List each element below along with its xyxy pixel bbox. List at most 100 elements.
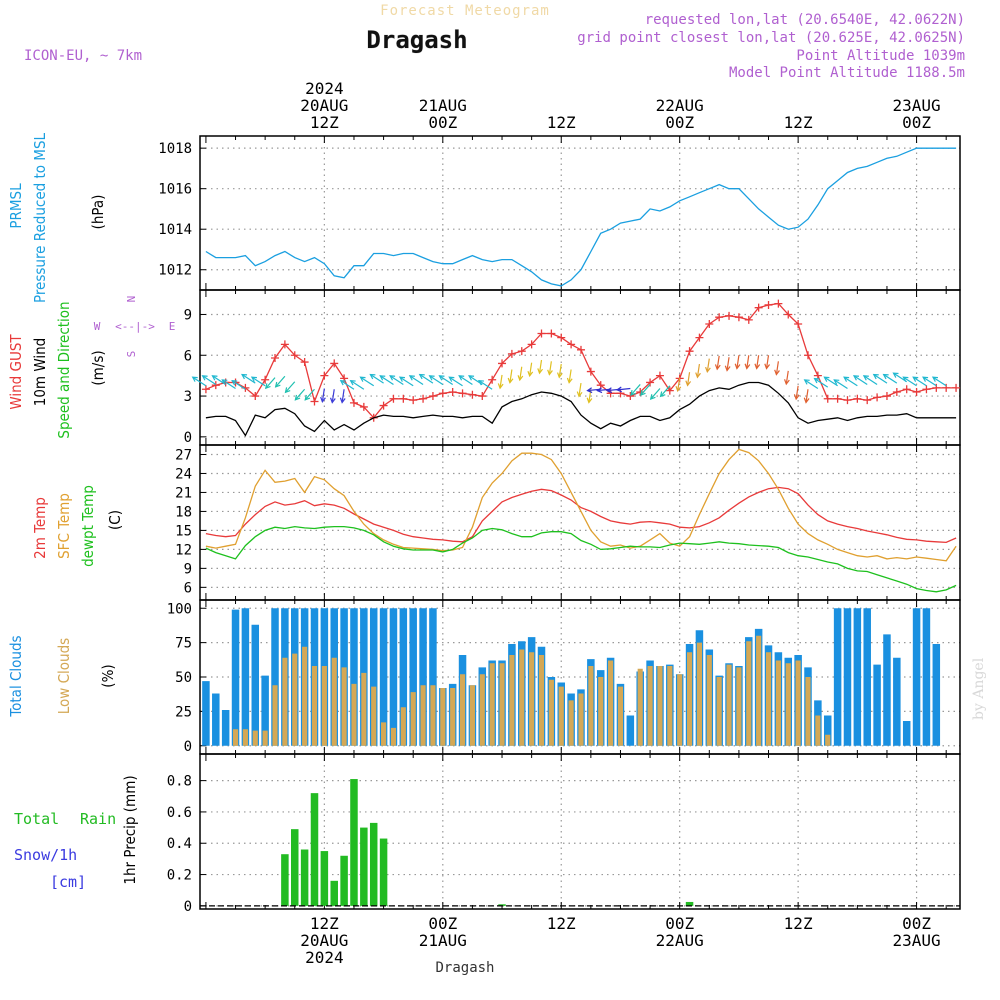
gust-marker [567, 340, 576, 349]
wind-direction-arrow [529, 362, 533, 376]
wind-arrow-head [586, 387, 593, 394]
wind-arrow-head [912, 376, 919, 382]
wind-arrow-head [744, 363, 751, 370]
gust-marker [349, 398, 358, 407]
gust-marker [359, 402, 368, 411]
low-cloud-bar [282, 657, 288, 746]
wind-direction-arrow [873, 374, 888, 384]
y-tick-label: 1018 [158, 141, 192, 157]
time-label-bottom: 00Z [428, 914, 457, 933]
wind-direction-arrow [696, 363, 701, 378]
gust-marker [744, 315, 753, 324]
low-cloud-bar [410, 692, 416, 746]
wind-direction-arrow [677, 377, 681, 391]
low-cloud-bar [390, 727, 397, 746]
time-label-bottom: 20AUG [300, 931, 348, 950]
wind-arrow-head [477, 379, 484, 386]
wind-arrow-head [379, 375, 386, 381]
gust-marker [537, 329, 546, 338]
gust-marker [892, 387, 901, 396]
wind-arrow-head [685, 380, 692, 387]
wind-arrow-head [852, 375, 860, 381]
low-cloud-bar [440, 688, 446, 746]
wind-arrow-head [274, 381, 281, 388]
rain-bar [498, 904, 506, 906]
wind-direction-arrow [686, 372, 691, 386]
gust-marker [586, 367, 595, 376]
wind-direction-arrow [548, 361, 552, 375]
wind-arrow-head [408, 375, 415, 381]
wind-arrow-head [764, 363, 771, 370]
low-cloud-bar [302, 646, 308, 746]
wind-arrow-head [675, 385, 682, 393]
gust-marker [389, 394, 398, 403]
low-cloud-bar [489, 663, 495, 746]
time-label-bottom: 23AUG [892, 931, 940, 950]
low-cloud-bar [371, 686, 377, 746]
model-label: ICON-EU, ~ 7km [24, 48, 142, 64]
wind-direction-arrow [706, 358, 710, 372]
low-cloud-bar [568, 700, 574, 746]
rain-bar [379, 838, 388, 906]
wind-arrow-head [241, 373, 248, 380]
total-cloud-bar [626, 715, 635, 746]
gust-marker [715, 313, 724, 322]
total-cloud-bar [823, 715, 832, 746]
wind-direction-arrow [558, 363, 562, 378]
gust-marker [882, 392, 891, 401]
low-cloud-bar [459, 674, 466, 746]
y-tick-label: 1016 [158, 182, 192, 198]
low-cloud-bar [726, 664, 732, 746]
wind-direction-arrow [804, 379, 819, 390]
low-cloud-bar [361, 672, 367, 746]
wind-direction-arrow [275, 375, 286, 388]
ylabel-cm: [cm] [50, 873, 86, 891]
wind-direction-arrow [883, 374, 898, 384]
total-cloud-bar [399, 608, 408, 746]
wind-arrow-head [695, 372, 701, 379]
y-tick-label: 15 [175, 523, 192, 539]
wind-arrow-head [468, 375, 475, 381]
wind-direction-arrow [350, 380, 365, 390]
meteogram-title: Forecast Meteogram [380, 3, 550, 19]
wind-direction-arrow [222, 379, 236, 390]
wind-arrow-head [892, 372, 899, 378]
ylabel-dewpt-temp: dewpt Temp [79, 485, 97, 567]
gust-marker [774, 299, 783, 308]
gust-marker [507, 349, 516, 358]
wind-arrow-head [843, 376, 850, 382]
y-tick-label: 0 [184, 899, 192, 915]
y-tick-label: 1012 [158, 263, 192, 279]
y-tick-label: 21 [175, 485, 192, 501]
wind-arrow-head [813, 377, 820, 384]
wind-arrow-head [264, 383, 271, 390]
wind-direction-arrow [304, 388, 315, 401]
compass-arrows: <--|-> [115, 320, 155, 333]
unit-percent: (%) [99, 664, 117, 687]
model-altitude: Model Point Altitude 1188.5m [729, 65, 965, 81]
wind-direction-arrow [726, 357, 730, 371]
wind-arrow-head [659, 391, 666, 398]
wind-arrow-head [705, 366, 711, 374]
wind-arrow-head [294, 394, 301, 401]
gust-marker [557, 333, 566, 342]
gust-marker [261, 375, 270, 384]
wind-arrow-head [191, 376, 198, 382]
low-cloud-bar [795, 660, 801, 746]
wind-direction-arrow [746, 355, 750, 369]
wind-direction-arrow [321, 388, 325, 402]
ylabel-total: Total [14, 810, 59, 828]
wind-direction-arrow [439, 375, 454, 385]
wind-direction-arrow [814, 378, 829, 388]
wind-direction-arrow [519, 366, 523, 381]
time-label-bottom: 12Z [784, 914, 813, 933]
low-cloud-bar [548, 679, 554, 746]
unit-ms: (m/s) [89, 350, 107, 385]
wind-direction-arrow [458, 375, 473, 385]
wind-direction-arrow [360, 376, 375, 387]
wind-direction-arrow [409, 375, 424, 385]
gust-marker [211, 381, 220, 390]
wind-arrow-head [517, 375, 524, 382]
rain-bar [685, 901, 694, 906]
rain-bar [369, 822, 378, 906]
